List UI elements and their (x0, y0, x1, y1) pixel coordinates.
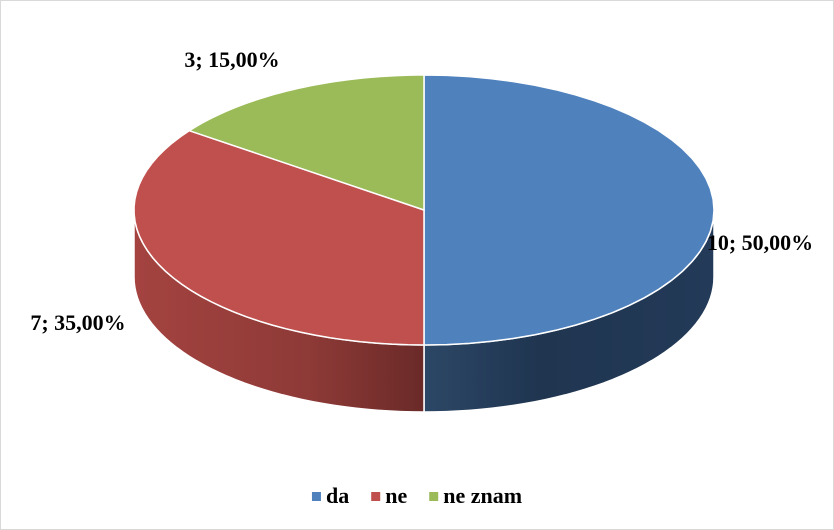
legend-label: ne (385, 483, 407, 508)
pie-slice (187, 74, 425, 212)
legend-label: da (326, 483, 349, 508)
pie-slice (423, 74, 715, 346)
data-label: 3; 15,00% (184, 47, 279, 72)
pie-slice (133, 129, 425, 346)
data-label: 10; 50,00% (707, 230, 813, 255)
legend-label: ne znam (443, 483, 522, 508)
legend-swatch (371, 492, 381, 501)
data-label: 7; 35,00% (30, 310, 125, 335)
plot-area (133, 74, 715, 413)
legend: da ne ne znam (311, 483, 522, 508)
legend-swatch (311, 492, 321, 501)
data-labels: 10; 50,00% 7; 35,00% 3; 15,00% (30, 47, 813, 335)
legend-swatch (429, 492, 439, 501)
